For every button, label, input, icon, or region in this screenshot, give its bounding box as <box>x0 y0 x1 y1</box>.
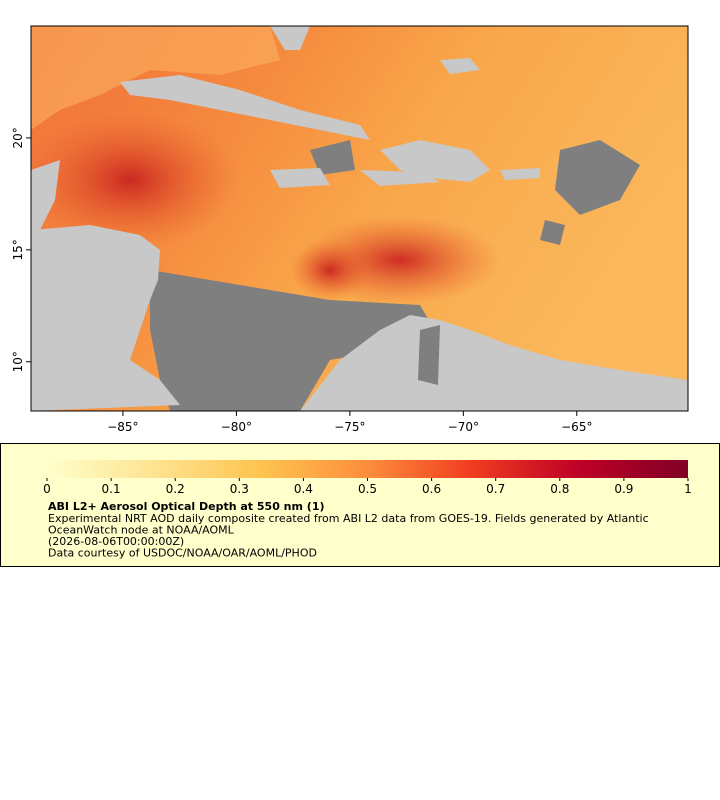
y-tick-label: 15° <box>11 239 25 260</box>
colorbar-tick-label: 0 <box>43 482 51 496</box>
legend: 0 0.1 0.2 0.3 0.4 0.5 0.6 0.7 0.8 0.9 1 ABI L2+ Aer… <box>43 460 692 560</box>
x-tick-label: −80° <box>221 420 252 434</box>
colorbar-tick-label: 0.4 <box>294 482 313 496</box>
map-image <box>31 26 688 411</box>
colorbar-tick-label: 0.1 <box>102 482 121 496</box>
colorbar-tick-label: 0.7 <box>486 482 505 496</box>
colorbar-tick-label: 0.3 <box>230 482 249 496</box>
x-tick-label: −70° <box>448 420 479 434</box>
x-tick-label: −75° <box>334 420 365 434</box>
map-frame <box>30 25 689 412</box>
colorbar-tick-label: 0.5 <box>358 482 377 496</box>
y-tick-label: 10° <box>11 351 25 372</box>
legend-title: ABI L2+ Aerosol Optical Depth at 550 nm … <box>48 500 325 513</box>
x-tick-label: −65° <box>561 420 592 434</box>
legend-line: Data courtesy of USDOC/NOAA/OAR/AOML/PHO… <box>48 547 317 560</box>
colorbar-tick-label: 0.6 <box>422 482 441 496</box>
legend-line: OceanWatch node at NOAA/AOML <box>48 524 235 537</box>
colorbar <box>47 460 688 478</box>
colorbar-tick-label: 0.9 <box>614 482 633 496</box>
colorbar-tick-label: 0.8 <box>550 482 569 496</box>
legend-line: (2026-08-06T00:00:00Z) <box>48 535 184 548</box>
legend-line: Experimental NRT AOD daily composite cre… <box>48 512 649 525</box>
colorbar-tick-label: 1 <box>684 482 692 496</box>
x-tick-label: −85° <box>107 420 138 434</box>
y-tick-label: 20° <box>11 127 25 148</box>
colorbar-tick-label: 0.2 <box>166 482 185 496</box>
